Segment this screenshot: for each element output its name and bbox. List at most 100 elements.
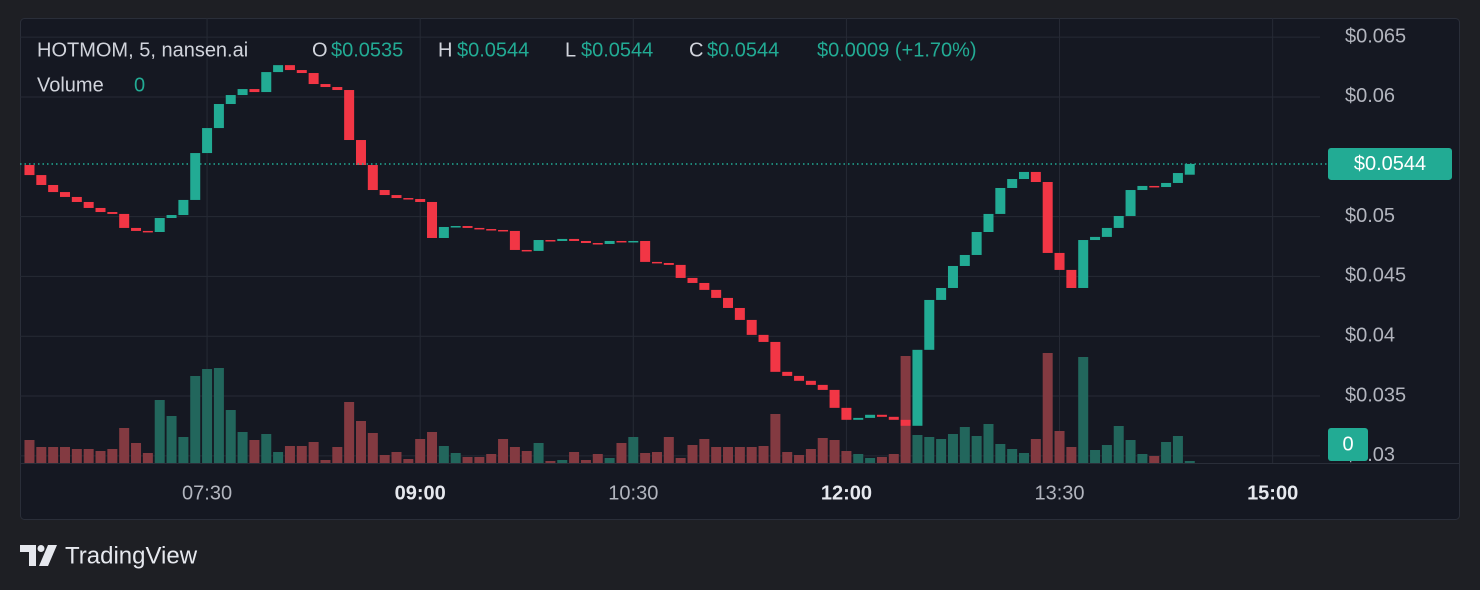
candle-body: [320, 84, 331, 88]
volume-bar: [178, 437, 189, 463]
volume-bar: [651, 452, 662, 463]
volume-bar: [865, 458, 876, 463]
candle-body: [592, 243, 603, 245]
volume-bar: [675, 458, 686, 463]
candle-body: [462, 226, 473, 228]
volume-bar: [1184, 461, 1195, 463]
volume-label: Volume: [37, 74, 104, 96]
volume-bar: [486, 454, 497, 463]
volume-bar: [1125, 440, 1136, 463]
volume-bar: [355, 421, 366, 463]
candle-body: [154, 218, 165, 233]
volume-bar: [687, 445, 698, 463]
candle-body: [912, 349, 923, 426]
candle-body: [427, 201, 438, 238]
candle-body: [663, 262, 674, 265]
candle-body: [711, 289, 722, 298]
x-tick-label: 09:00: [395, 482, 446, 504]
volume-bar: [71, 449, 82, 463]
candle-body: [604, 240, 615, 244]
candle-body: [48, 184, 59, 193]
y-tick-label: $0.045: [1345, 265, 1406, 287]
candle-body: [723, 297, 734, 308]
candle-body: [249, 89, 260, 93]
candle-body: [829, 389, 840, 408]
candle-body: [817, 384, 828, 390]
volume-bar: [296, 446, 307, 463]
candle-body: [995, 187, 1006, 214]
low-label: L: [565, 39, 576, 61]
volume-bar: [284, 446, 295, 463]
logo-t: [20, 545, 36, 566]
candle-layer: [20, 65, 1328, 426]
volume-bar: [320, 460, 331, 463]
volume-bar: [119, 428, 130, 463]
candle-body: [450, 226, 461, 228]
volume-bar: [24, 440, 35, 463]
badges: $0.0544 0: [1328, 147, 1452, 461]
candle-body: [841, 407, 852, 420]
candle-body: [225, 95, 236, 105]
volume-bar: [95, 451, 106, 463]
candle-body: [391, 195, 402, 199]
volume-bar: [1101, 445, 1112, 463]
y-tick-label: $0.035: [1345, 384, 1406, 406]
candle-body: [936, 287, 947, 300]
candle-body: [947, 265, 958, 288]
volume-bar: [48, 447, 59, 463]
volume-bar: [1149, 456, 1160, 463]
candle-body: [1172, 173, 1183, 183]
last-price-badge: [1328, 147, 1452, 180]
candle-body: [261, 72, 272, 93]
volume-bar: [640, 453, 651, 463]
x-tick-label: 10:30: [608, 482, 658, 504]
volume-bar: [438, 446, 449, 463]
candle-body: [616, 240, 627, 243]
volume-bar: [142, 453, 153, 463]
volume-bar: [202, 369, 213, 463]
candle-body: [190, 153, 201, 200]
volume-bar: [723, 447, 734, 463]
open-value: $0.0535: [331, 39, 403, 61]
volume-bar: [237, 432, 248, 463]
candle-body: [1078, 240, 1089, 288]
volume-bar: [1078, 357, 1089, 463]
brand-name: TradingView: [65, 542, 198, 569]
volume-bar: [971, 436, 982, 463]
volume-badge: [1328, 428, 1368, 461]
candle-body: [202, 128, 213, 154]
volume-bar: [805, 449, 816, 463]
candle-body: [1066, 269, 1077, 288]
volume-bar: [663, 437, 674, 463]
y-tick-label: $0.065: [1345, 25, 1406, 47]
x-tick-label: 07:30: [182, 482, 232, 504]
close-label: C: [689, 39, 703, 61]
volume-bar: [379, 455, 390, 463]
candle-body: [284, 65, 295, 71]
candle-body: [1019, 171, 1030, 180]
candle-body: [131, 227, 142, 231]
volume-bar: [604, 458, 615, 463]
volume-bar: [521, 451, 532, 463]
candle-body: [415, 198, 426, 202]
volume-bar: [841, 451, 852, 463]
candle-body: [971, 232, 982, 255]
volume-bar: [876, 457, 887, 463]
volume-bar: [829, 440, 840, 463]
candle-body: [1161, 182, 1172, 188]
volume-bar: [817, 438, 828, 463]
candle-body: [580, 240, 591, 244]
volume-bar: [947, 434, 958, 463]
volume-bar: [533, 443, 544, 463]
volume-bar: [415, 439, 426, 463]
candle-body: [521, 249, 532, 252]
candle-body: [486, 229, 497, 231]
candle-body: [355, 140, 366, 166]
y-tick-label: $0.06: [1345, 85, 1395, 107]
candle-body: [557, 238, 568, 241]
volume-bar: [1172, 436, 1183, 463]
volume-bar: [959, 427, 970, 463]
volume-layer: [24, 353, 1195, 463]
volume-bar: [107, 449, 118, 463]
